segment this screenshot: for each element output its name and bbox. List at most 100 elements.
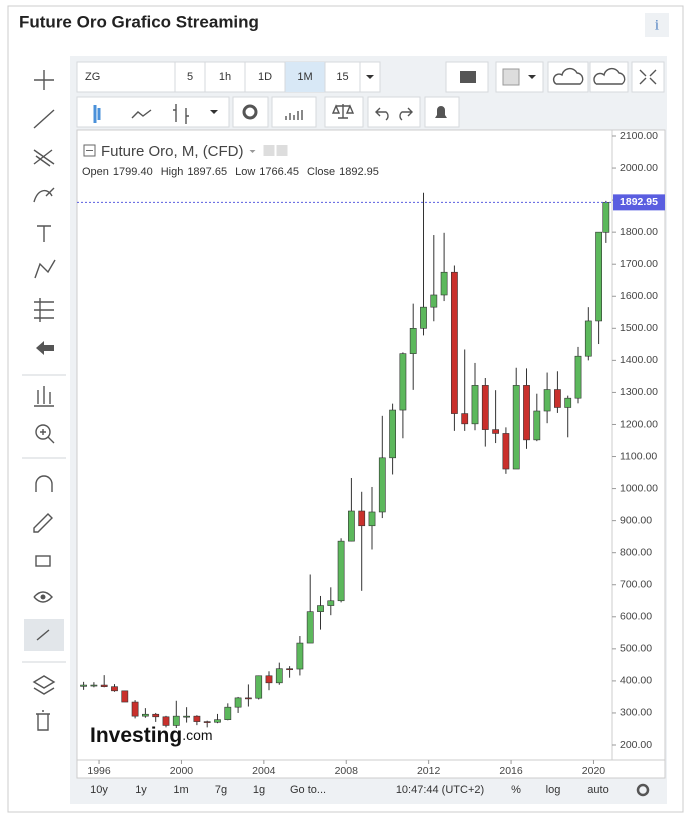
info-icon[interactable]: i (655, 17, 659, 33)
bars-tool[interactable] (34, 386, 54, 407)
candle-body (440, 271, 448, 296)
cloud-up-icon (593, 67, 626, 85)
footer-settings[interactable] (636, 783, 650, 797)
y-tick-label: 300.00 (620, 707, 652, 719)
legend-value: 1766.45 (259, 166, 299, 178)
link-tool[interactable] (36, 629, 50, 641)
candle-body (554, 389, 561, 408)
range-button[interactable]: 1y (135, 784, 147, 796)
candle-body (214, 719, 221, 723)
candle-body (533, 410, 541, 441)
candle-body (420, 306, 427, 329)
bars-icon[interactable] (173, 104, 189, 124)
interval-button[interactable]: 15 (336, 71, 348, 83)
info-button[interactable] (645, 13, 669, 37)
visibility-dot (40, 594, 46, 600)
crosshair-tool[interactable] (34, 70, 54, 90)
pattern-tool[interactable] (34, 259, 56, 279)
x-tick-label: 2016 (499, 765, 523, 777)
fullscreen-button[interactable] (631, 61, 665, 93)
text-tool[interactable] (37, 225, 51, 242)
delete-tool[interactable] (36, 710, 50, 731)
y-tick-label: 1000.00 (620, 482, 658, 494)
y-tick-label: 1600.00 (620, 290, 658, 302)
back-tool[interactable] (36, 341, 54, 355)
candle-body (564, 397, 572, 408)
symbol-input[interactable]: ZG (85, 71, 100, 83)
scale-option[interactable]: % (511, 784, 521, 796)
interval-button[interactable]: 1h (219, 71, 231, 83)
candle-body (595, 231, 602, 322)
legend-value: 1799.40 (113, 166, 153, 178)
candle-body (234, 697, 242, 708)
layers-tool[interactable] (32, 675, 56, 695)
candle-body (409, 328, 417, 354)
visibility-tool[interactable] (33, 591, 53, 603)
y-tick-label: 900.00 (620, 514, 652, 526)
snapshot-button[interactable] (445, 61, 489, 93)
measure-tool[interactable] (34, 298, 54, 322)
candle-body (451, 271, 458, 414)
candle-body (183, 715, 190, 718)
x-tick-label: 2012 (417, 765, 441, 777)
candle-body (471, 385, 479, 425)
candle-body (584, 320, 592, 357)
indicators-button[interactable] (271, 96, 317, 128)
y-tick-label: 800.00 (620, 546, 652, 558)
line-tool[interactable] (33, 109, 55, 129)
interval-button[interactable]: 1M (297, 71, 312, 83)
candle-body (389, 409, 396, 459)
candle-body (492, 429, 499, 434)
candle-body (348, 510, 355, 542)
candle-body (327, 600, 335, 606)
range-button[interactable]: 1m (173, 784, 188, 796)
legend-label: Low (235, 166, 255, 178)
candle-body (255, 675, 263, 699)
lock-tool[interactable] (35, 555, 51, 567)
y-tick-label: 200.00 (620, 739, 652, 751)
candle-icon[interactable] (93, 105, 101, 123)
watermark-brand: Investing (90, 724, 182, 747)
fullscreen-icon (639, 69, 657, 85)
candle-body (100, 684, 108, 687)
goto-button[interactable]: Go to... (290, 784, 326, 796)
scale-option[interactable]: auto (587, 784, 608, 796)
candle-body (152, 713, 160, 718)
price-axis (611, 129, 666, 761)
legend-value: 1897.65 (187, 166, 227, 178)
page-title: Future Oro Grafico Streaming (19, 12, 259, 31)
caret (528, 75, 536, 79)
interval-button[interactable]: 1D (258, 71, 272, 83)
magnet-tool[interactable] (35, 475, 53, 492)
settings-button[interactable] (232, 96, 269, 128)
settings-icon[interactable] (276, 145, 288, 156)
last-price-box (613, 194, 665, 211)
range-button[interactable]: 1g (253, 784, 265, 796)
visibility-icon[interactable] (263, 145, 275, 156)
candle-body (121, 690, 129, 703)
scale-option[interactable]: log (546, 784, 561, 796)
save-button[interactable] (589, 61, 629, 93)
bottom-bar (77, 780, 665, 800)
candle-body (306, 611, 314, 644)
color-swatch (502, 68, 520, 86)
zoom-tool[interactable] (35, 424, 51, 440)
interval-button[interactable]: 5 (187, 71, 193, 83)
candle-body (265, 675, 273, 684)
candle-body (602, 202, 610, 233)
x-tick-label: 2000 (170, 765, 194, 777)
candle-body (224, 706, 232, 720)
plot-area (76, 129, 613, 761)
range-button[interactable]: 7g (215, 784, 227, 796)
compare-button[interactable] (324, 96, 364, 128)
brush-tool[interactable] (33, 187, 55, 203)
candle-body (461, 413, 469, 425)
area-icon[interactable] (131, 109, 152, 119)
range-button[interactable]: 10y (90, 784, 108, 796)
legend-label: Open (82, 166, 109, 178)
y-tick-label: 600.00 (620, 611, 652, 623)
candle-body (245, 697, 252, 700)
fib-tool[interactable] (33, 149, 55, 167)
lock-draw-tool[interactable] (33, 513, 53, 533)
